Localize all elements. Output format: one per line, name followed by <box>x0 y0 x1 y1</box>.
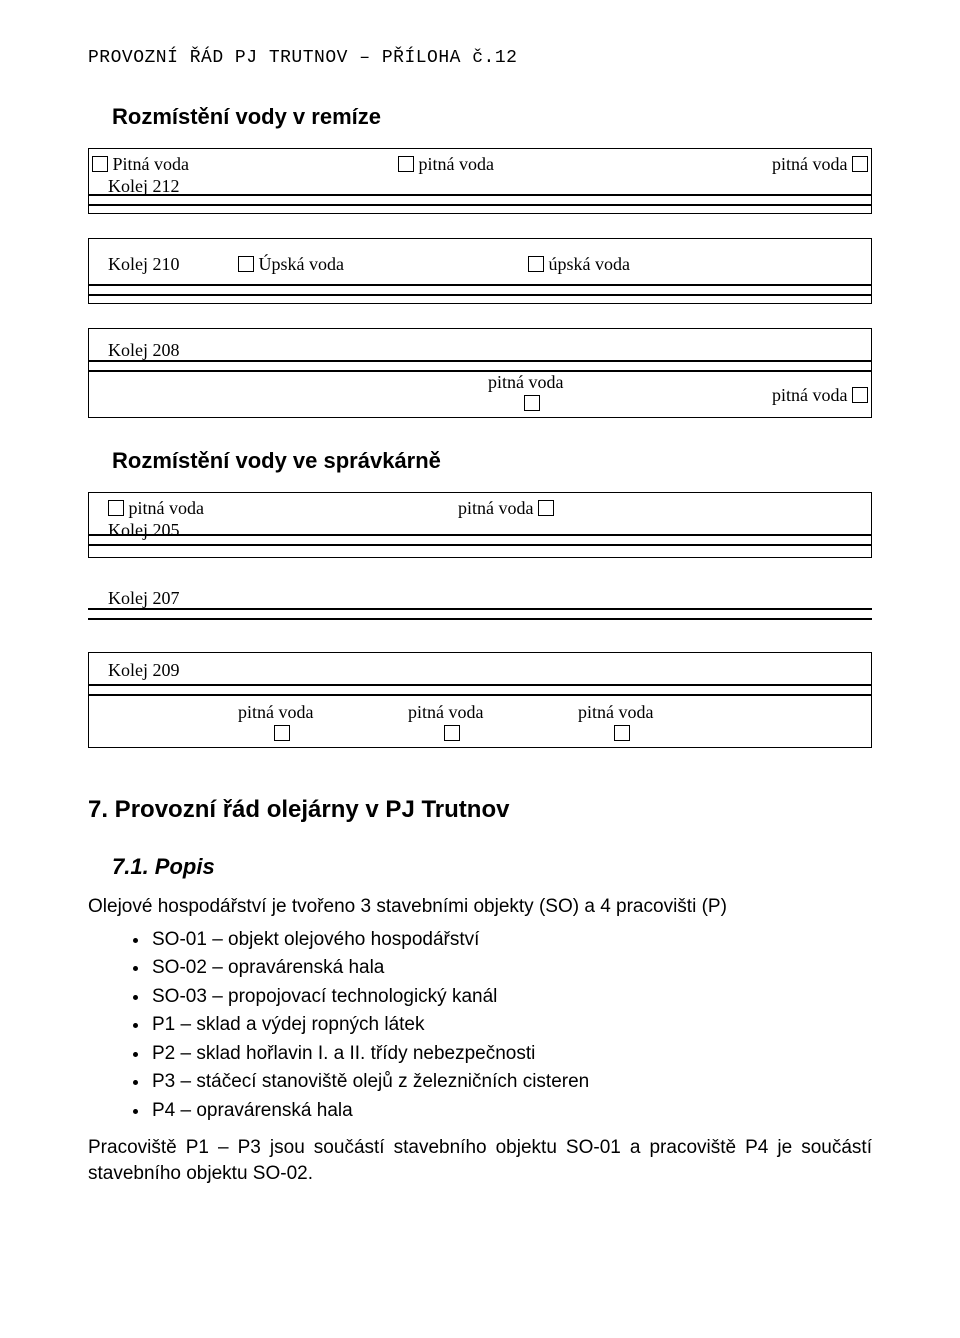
track-210-labels: Kolej 210 Úpská voda úpská voda <box>88 244 872 290</box>
tap-label: pitná voda <box>772 385 847 405</box>
diagram2-title: Rozmístění vody ve správkárně <box>112 448 872 474</box>
outro-paragraph: Pracoviště P1 – P3 jsou součástí stavebn… <box>88 1135 872 1186</box>
track-208-labels: Kolej 208 <box>88 334 872 380</box>
square-icon <box>274 725 290 741</box>
tap-pitna-205-mid: pitná voda <box>458 498 554 519</box>
diagram2: pitná voda Kolej 205 pitná voda Kolej 20… <box>88 492 872 752</box>
tap-pitna-209-a: pitná voda <box>238 702 313 744</box>
track-205-name: Kolej 205 <box>108 520 180 541</box>
diagram1: Pitná voda Kolej 212 pitná voda pitná vo… <box>88 148 872 420</box>
list-item: SO-03 – propojovací technologický kanál <box>150 983 872 1012</box>
bullets-list: SO-01 – objekt olejového hospodářství SO… <box>132 926 872 1126</box>
square-icon <box>852 387 868 403</box>
list-item: P4 – opravárenská hala <box>150 1097 872 1126</box>
tap-label: Pitná voda <box>113 154 190 174</box>
page-header: PROVOZNÍ ŘÁD PJ TRUTNOV – PŘÍLOHA č.12 <box>88 48 872 68</box>
tap-label: pitná voda <box>419 154 494 174</box>
page: PROVOZNÍ ŘÁD PJ TRUTNOV – PŘÍLOHA č.12 R… <box>0 0 960 1338</box>
list-item: P2 – sklad hořlavin I. a II. třídy nebez… <box>150 1040 872 1069</box>
heading-7: 7. Provozní řád olejárny v PJ Trutnov <box>88 796 872 824</box>
track-210: Kolej 210 Úpská voda úpská voda <box>88 238 872 308</box>
track-209-name: Kolej 209 <box>108 660 180 681</box>
tap-label: pitná voda <box>578 702 653 722</box>
square-icon <box>614 725 630 741</box>
square-icon <box>538 500 554 516</box>
track-209-labels: Kolej 209 <box>88 658 872 704</box>
square-icon <box>852 156 868 172</box>
square-icon <box>92 156 108 172</box>
heading-7-1: 7.1. Popis <box>112 854 872 880</box>
track-207-name: Kolej 207 <box>108 588 180 609</box>
tap-pitna-208-mid: pitná voda <box>488 372 563 414</box>
tap-pitna-205-left: pitná voda <box>108 498 204 519</box>
tap-pitna-208-right: pitná voda <box>772 385 868 406</box>
track-212-name: Kolej 212 <box>108 176 180 197</box>
track-207-labels: Kolej 207 <box>88 584 872 630</box>
tap-label: pitná voda <box>458 498 533 518</box>
square-icon <box>524 395 540 411</box>
tap-label: Úpská voda <box>259 254 344 274</box>
tap-label: úpská voda <box>549 254 630 274</box>
tap-label: pitná voda <box>238 702 313 722</box>
list-item: SO-02 – opravárenská hala <box>150 954 872 983</box>
tap-upska-cap-210: Úpská voda <box>238 254 344 275</box>
track-209: Kolej 209 pitná voda pitná voda pitná vo… <box>88 652 872 752</box>
square-icon <box>108 500 124 516</box>
tap-pitna-212-right: pitná voda <box>772 154 868 175</box>
list-item: P1 – sklad a výdej ropných látek <box>150 1011 872 1040</box>
tap-upska-210: úpská voda <box>528 254 630 275</box>
intro-paragraph: Olejové hospodářství je tvořeno 3 staveb… <box>88 894 872 920</box>
track-210-name: Kolej 210 <box>108 254 180 275</box>
tap-label: pitná voda <box>488 372 563 392</box>
tap-pitna-cap-212: Pitná voda <box>92 154 189 175</box>
tap-pitna-209-b: pitná voda <box>408 702 483 744</box>
square-icon <box>444 725 460 741</box>
track-205-labels: pitná voda Kolej 205 pitná voda <box>88 498 872 544</box>
square-icon <box>398 156 414 172</box>
tap-label: pitná voda <box>772 154 847 174</box>
tap-pitna-209-c: pitná voda <box>578 702 653 744</box>
track-212-labels: Pitná voda Kolej 212 pitná voda pitná vo… <box>88 154 872 200</box>
list-item: P3 – stáčecí stanoviště olejů z železnič… <box>150 1068 872 1097</box>
square-icon <box>238 256 254 272</box>
tap-label: pitná voda <box>408 702 483 722</box>
square-icon <box>528 256 544 272</box>
track-205: pitná voda Kolej 205 pitná voda <box>88 492 872 558</box>
track-208-name: Kolej 208 <box>108 340 180 361</box>
track-212: Pitná voda Kolej 212 pitná voda pitná vo… <box>88 148 872 218</box>
list-item: SO-01 – objekt olejového hospodářství <box>150 926 872 955</box>
tap-pitna-212-mid: pitná voda <box>398 154 494 175</box>
tap-label: pitná voda <box>129 498 204 518</box>
track-207: Kolej 207 <box>88 578 872 632</box>
track-208: Kolej 208 pitná voda pitná voda <box>88 328 872 420</box>
diagram1-title: Rozmístění vody v remíze <box>112 104 872 130</box>
